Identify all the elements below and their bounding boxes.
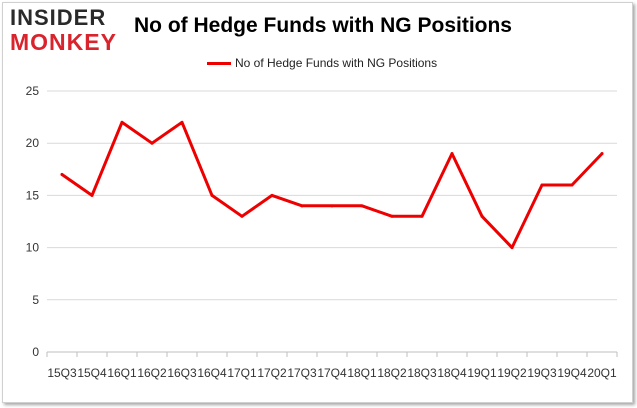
- x-tick-label: 16Q1: [107, 366, 137, 380]
- data-point: [420, 214, 424, 218]
- x-tick-label: 17Q3: [287, 366, 317, 380]
- logo-line-2: MONKEY: [10, 29, 117, 55]
- data-point: [300, 204, 304, 208]
- x-tick-label: 15Q4: [77, 366, 107, 380]
- x-tick-label: 19Q4: [557, 366, 587, 380]
- data-point: [180, 120, 184, 124]
- x-tick-label: 17Q1: [227, 366, 257, 380]
- x-tick-label: 15Q3: [47, 366, 77, 380]
- data-point: [60, 173, 64, 177]
- chart-frame: [2, 2, 633, 403]
- y-tick-label: 5: [32, 293, 39, 307]
- y-tick-label: 15: [26, 188, 40, 202]
- insider-monkey-logo: INSIDER MONKEY: [10, 6, 122, 56]
- data-point: [450, 152, 454, 156]
- x-tick-label: 17Q4: [317, 366, 347, 380]
- chart-title: No of Hedge Funds with NG Positions: [134, 14, 512, 37]
- data-point: [480, 214, 484, 218]
- y-tick-label: 20: [26, 136, 40, 150]
- data-point: [390, 214, 394, 218]
- data-point: [330, 204, 334, 208]
- x-tick-label: 18Q2: [377, 366, 407, 380]
- x-tick-label: 17Q2: [257, 366, 287, 380]
- x-tick-label: 19Q2: [497, 366, 527, 380]
- data-point: [360, 204, 364, 208]
- data-point: [270, 193, 274, 197]
- x-tick-label: 16Q2: [137, 366, 167, 380]
- legend-label: No of Hedge Funds with NG Positions: [235, 56, 438, 70]
- x-tick-label: 20Q1: [587, 366, 617, 380]
- data-point: [150, 141, 154, 145]
- x-tick-label: 19Q3: [527, 366, 557, 380]
- x-tick-label: 16Q3: [167, 366, 197, 380]
- x-tick-label: 18Q3: [407, 366, 437, 380]
- logo-line-1: INSIDER: [10, 5, 107, 30]
- y-tick-label: 10: [26, 241, 40, 255]
- data-point: [600, 152, 604, 156]
- data-point: [90, 193, 94, 197]
- series-line: [60, 120, 604, 250]
- data-point: [120, 120, 124, 124]
- legend-swatch: [207, 61, 231, 65]
- data-point: [210, 193, 214, 197]
- data-point: [240, 214, 244, 218]
- x-tick-label: 18Q1: [347, 366, 377, 380]
- data-point: [540, 183, 544, 187]
- x-tick-label: 18Q4: [437, 366, 467, 380]
- x-tick-label: 16Q4: [197, 366, 227, 380]
- chart-legend: No of Hedge Funds with NG Positions: [207, 56, 437, 70]
- y-tick-label: 25: [26, 84, 40, 98]
- x-tick-label: 19Q1: [467, 366, 497, 380]
- y-tick-label: 0: [32, 345, 39, 359]
- data-point: [510, 246, 514, 250]
- data-point: [570, 183, 574, 187]
